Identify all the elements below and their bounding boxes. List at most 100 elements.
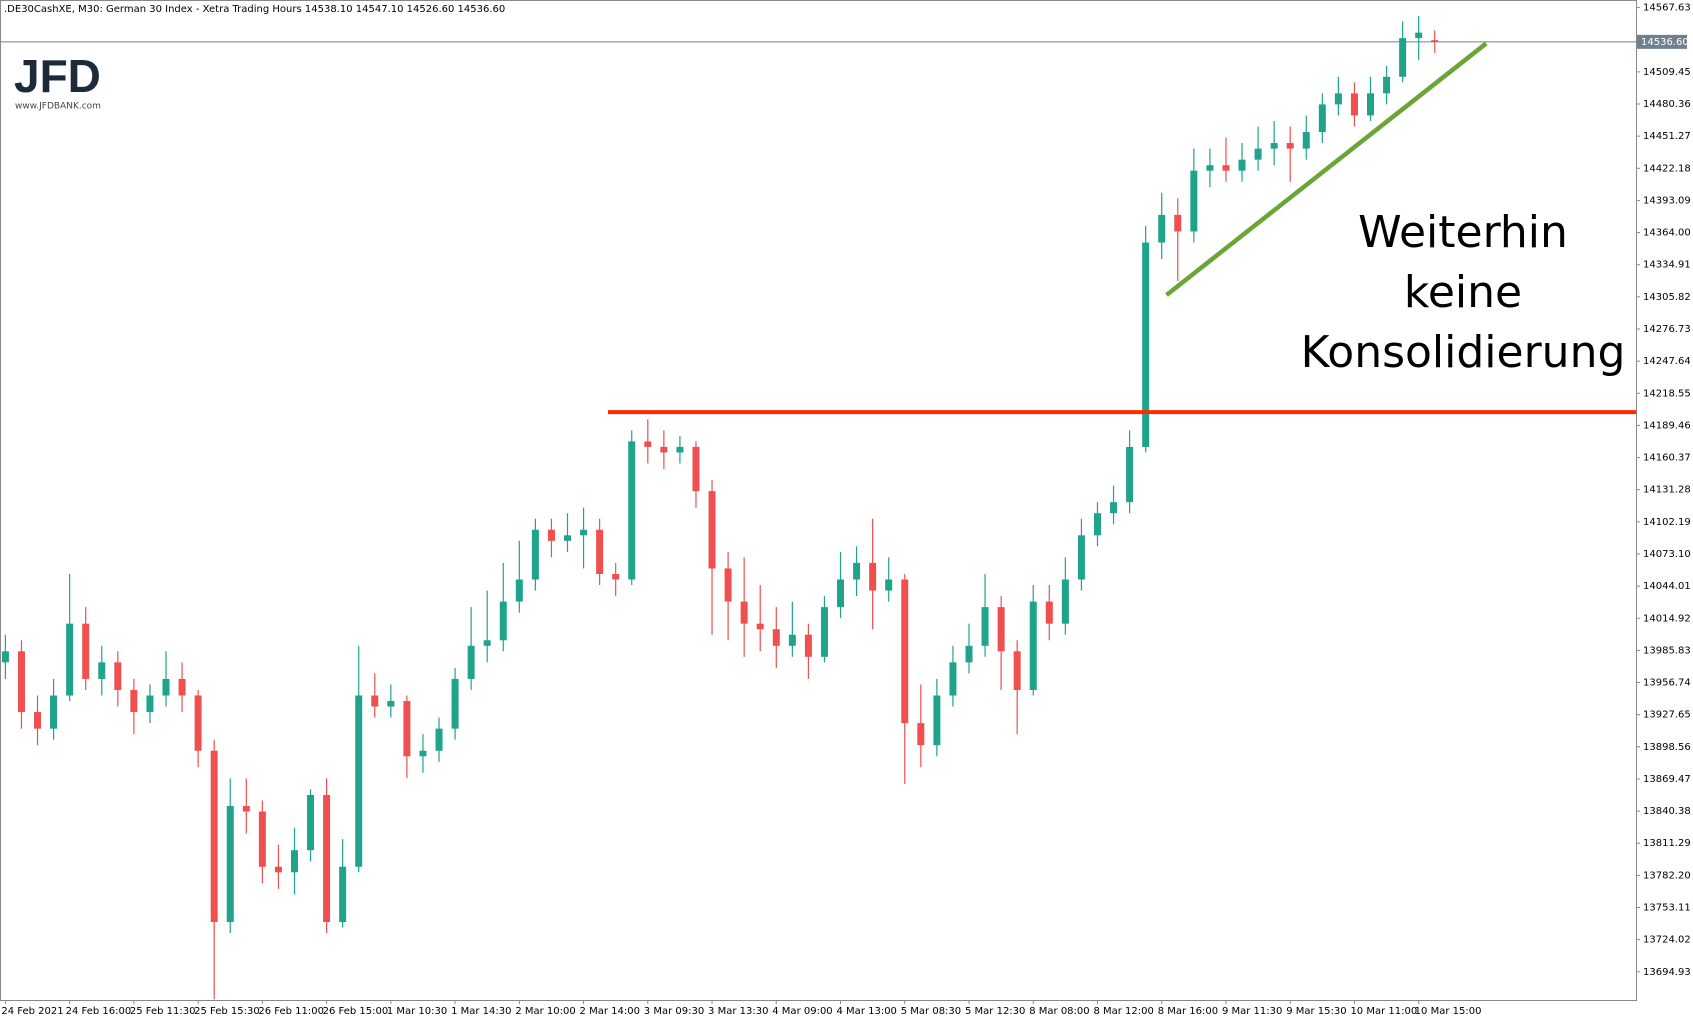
candle-body [564, 535, 571, 541]
y-tick-label: 14276.73 [1643, 324, 1691, 335]
y-tick-label: 14364.00 [1643, 228, 1691, 239]
candle-body [1415, 32, 1423, 39]
candle-body [1206, 165, 1214, 171]
y-tick-label: 14014.92 [1643, 613, 1691, 624]
y-tick-label: 14218.55 [1643, 388, 1691, 399]
candle-body [740, 601, 748, 624]
candle-body [515, 579, 523, 602]
candle-body [130, 689, 138, 713]
x-tick-label: 9 Mar 11:30 [1222, 1006, 1282, 1017]
candle-body [1286, 143, 1294, 149]
candle-body [242, 805, 250, 812]
annotation: keine [1404, 267, 1522, 318]
y-tick-label: 13956.74 [1643, 678, 1691, 689]
candle-body [419, 750, 427, 757]
candle-body [1077, 535, 1085, 580]
y-tick-label: 14393.09 [1643, 195, 1691, 206]
x-tick-label: 2 Mar 10:00 [515, 1006, 575, 1017]
plot-frame [0, 0, 1637, 1001]
candle-body [435, 728, 443, 751]
candle-body [226, 805, 234, 922]
candle-body [692, 446, 700, 492]
candle-body [258, 811, 266, 867]
candle-body [933, 695, 941, 746]
candle-body [1350, 93, 1358, 116]
annotation: Weiterhin [1358, 207, 1568, 258]
y-tick-label: 14451.27 [1643, 131, 1691, 142]
candle-body [1174, 214, 1182, 232]
candle-body [274, 866, 282, 873]
y-tick-label: 14334.91 [1643, 260, 1691, 271]
x-tick-label: 4 Mar 09:00 [772, 1006, 832, 1017]
trend-line [1165, 41, 1488, 297]
y-tick-label: 13898.56 [1643, 742, 1691, 753]
x-tick-label: 9 Mar 15:30 [1286, 1006, 1346, 1017]
candle-body [531, 529, 539, 580]
y-tick-label: 14567.63 [1643, 3, 1691, 14]
y-tick-label: 14044.01 [1643, 581, 1691, 592]
current-price-label: 14536.60 [1641, 37, 1689, 48]
candle-body [981, 607, 989, 646]
y-tick-label: 13869.47 [1643, 774, 1691, 785]
candle-body [1158, 214, 1166, 243]
y-tick-label: 14102.19 [1643, 517, 1691, 528]
candle-body [1013, 651, 1021, 690]
y-tick-label: 14189.46 [1643, 420, 1691, 431]
y-tick-label: 14509.45 [1643, 67, 1691, 78]
y-tick-label: 14247.64 [1643, 356, 1691, 367]
candle-body [1190, 170, 1198, 232]
candle-body [387, 701, 395, 707]
candle-body [290, 850, 298, 873]
candle-body [724, 568, 732, 602]
candle-body [1222, 165, 1230, 171]
candle-body [949, 662, 957, 696]
current-price-box [1637, 34, 1687, 49]
x-tick-label: 24 Feb 16:00 [66, 1006, 132, 1017]
x-tick-label: 8 Mar 16:00 [1158, 1006, 1218, 1017]
candle-body [194, 695, 202, 751]
candle-body [612, 573, 620, 580]
candle-body [1093, 513, 1101, 536]
candle-body [1, 651, 9, 663]
candle-body [756, 623, 764, 630]
candle-body [901, 579, 909, 724]
candle-body [1254, 148, 1262, 160]
candle-body [820, 607, 828, 657]
y-tick-label: 13840.38 [1643, 806, 1691, 817]
x-tick-label: 4 Mar 13:00 [837, 1006, 897, 1017]
candle-body [323, 794, 331, 922]
y-tick-label: 14305.82 [1643, 292, 1691, 303]
candle-body [965, 645, 973, 663]
x-tick-label: 10 Mar 11:00 [1350, 1006, 1417, 1017]
candle-body [1431, 40, 1439, 42]
candle-body [917, 723, 925, 746]
x-tick-label: 5 Mar 12:30 [965, 1006, 1025, 1017]
candle-body [885, 579, 893, 591]
y-tick-label: 13985.83 [1643, 645, 1691, 656]
candle-body [98, 662, 106, 679]
candle-body [403, 701, 411, 757]
candle-body [1367, 93, 1374, 116]
candle-body [853, 562, 861, 580]
candle-body [708, 491, 716, 569]
x-tick-label: 26 Feb 15:00 [323, 1006, 389, 1017]
x-tick-label: 5 Mar 08:30 [901, 1006, 961, 1017]
candle-body [644, 441, 652, 447]
candle-body [1318, 104, 1326, 133]
candle-body [596, 529, 604, 574]
candle-body [451, 678, 459, 729]
candle-body [162, 678, 170, 696]
candle-body [1045, 601, 1053, 624]
candle-body [178, 678, 186, 696]
y-tick-label: 13694.93 [1643, 967, 1691, 978]
candle-body [1110, 502, 1118, 514]
candle-body [50, 695, 58, 729]
y-tick-label: 14131.28 [1643, 485, 1691, 496]
candle-body [547, 529, 555, 541]
candle-body [628, 441, 636, 580]
candle-body [499, 601, 507, 641]
candle-body [82, 623, 90, 679]
x-tick-label: 8 Mar 12:00 [1093, 1006, 1153, 1017]
annotation: Konsolidierung [1301, 327, 1626, 378]
